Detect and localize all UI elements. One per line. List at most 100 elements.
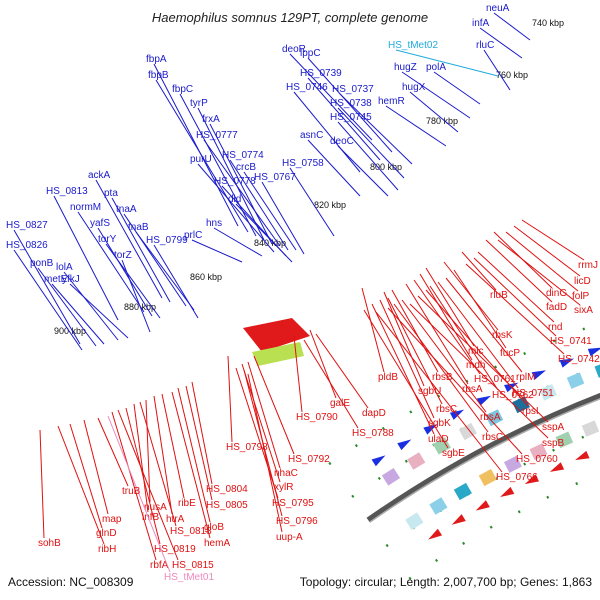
reverse-leader-line bbox=[445, 277, 523, 373]
reverse-gene-label: sgbK bbox=[428, 418, 451, 429]
forward-gene-block bbox=[432, 437, 451, 455]
reverse-gene-label: rplM bbox=[516, 372, 535, 383]
reverse-leader-line bbox=[401, 299, 487, 413]
reverse-leader-line bbox=[177, 387, 211, 523]
forward-gene-label: torY bbox=[98, 234, 117, 245]
forward-leader-line bbox=[337, 145, 389, 197]
kbp-tick-label: 860 kbp bbox=[190, 272, 222, 282]
forward-gene-label: lolA bbox=[56, 262, 73, 273]
reverse-gene-label: rbsC bbox=[482, 432, 503, 443]
reverse-leader-line bbox=[391, 289, 439, 373]
forward-strand-arrow bbox=[587, 347, 600, 357]
reverse-gene-block bbox=[429, 497, 448, 515]
reverse-gene-label: HS_0766 bbox=[496, 472, 538, 483]
forward-leader-line bbox=[51, 283, 105, 345]
forward-leader-line bbox=[63, 271, 119, 341]
forward-gene-label: tyrP bbox=[190, 98, 208, 109]
forward-leader-line bbox=[289, 167, 335, 237]
forward-leader-line bbox=[69, 283, 129, 339]
reverse-leader-line bbox=[521, 219, 585, 261]
reverse-gene-block bbox=[529, 443, 548, 461]
forward-leader-line bbox=[179, 93, 257, 237]
reverse-gene-label: HS_0804 bbox=[206, 484, 248, 495]
reverse-leader-line bbox=[303, 339, 359, 429]
reverse-gene-label: rrmJ bbox=[578, 260, 598, 271]
reverse-leader-line bbox=[417, 295, 549, 423]
forward-leader-line bbox=[153, 244, 199, 319]
forward-gene-label: yafS bbox=[90, 218, 110, 229]
reverse-gene-label: licD bbox=[574, 276, 591, 287]
reverse-gene-label: sohB bbox=[38, 538, 61, 549]
kbp-tick-label: 840 kbp bbox=[254, 238, 286, 248]
reverse-gene-label: gloB bbox=[204, 522, 224, 533]
forward-leader-line bbox=[235, 203, 293, 263]
reverse-gene-label: sgbE bbox=[442, 448, 465, 459]
reverse-gene-label: xylR bbox=[274, 482, 293, 493]
forward-strand-arrow bbox=[397, 439, 412, 451]
forward-leader-line bbox=[155, 79, 249, 233]
forward-strand-arrow bbox=[531, 370, 547, 380]
reverse-gene-label: HS_0796 bbox=[276, 516, 318, 527]
forward-gene-label: rluC bbox=[476, 40, 494, 51]
forward-leader-line bbox=[433, 71, 481, 105]
forward-leader-line bbox=[493, 12, 531, 41]
reverse-gene-label: HS_0741 bbox=[550, 336, 592, 347]
kbp-tick-label: 820 kbp bbox=[314, 200, 346, 210]
reverse-leader-line bbox=[171, 391, 211, 539]
reverse-leader-line bbox=[241, 363, 281, 483]
forward-leader-line bbox=[483, 49, 511, 91]
reverse-gene-label: HS_0819 bbox=[154, 544, 196, 555]
reverse-strand-arrow bbox=[428, 528, 443, 540]
reverse-leader-line bbox=[133, 403, 149, 513]
reverse-leader-line bbox=[419, 273, 473, 361]
reverse-leader-line bbox=[253, 355, 295, 455]
forward-leader-line bbox=[153, 63, 239, 227]
reverse-gene-label: HS_tMet01 bbox=[164, 572, 214, 583]
forward-leader-line bbox=[121, 259, 151, 333]
forward-gene-label: torZ bbox=[114, 250, 132, 261]
forward-gene-label: crcB bbox=[236, 162, 256, 173]
forward-leader-line bbox=[197, 163, 275, 253]
reverse-leader-line bbox=[309, 329, 337, 399]
reverse-leader-line bbox=[505, 231, 579, 292]
forward-gene-label: asnC bbox=[300, 130, 323, 141]
forward-strand-arrow bbox=[371, 455, 386, 467]
reverse-leader-line bbox=[247, 361, 281, 469]
reverse-gene-label: rbsK bbox=[492, 330, 513, 341]
forward-gene-label: HS_0738 bbox=[330, 98, 372, 109]
reverse-gene-label: sspA bbox=[542, 422, 565, 433]
reverse-leader-line bbox=[497, 239, 581, 306]
forward-leader-line bbox=[197, 107, 265, 241]
reverse-gene-label: hemA bbox=[204, 538, 230, 549]
forward-leader-line bbox=[409, 91, 459, 133]
reverse-gene-block bbox=[581, 420, 600, 437]
reverse-leader-line bbox=[191, 381, 213, 485]
forward-gene-block bbox=[485, 409, 504, 427]
reverse-gene-label: HS_0762 bbox=[492, 390, 534, 401]
forward-leader-line bbox=[337, 107, 405, 179]
forward-strand-arrow bbox=[423, 424, 438, 435]
reverse-leader-line bbox=[69, 423, 103, 529]
reverse-strand-arrow bbox=[451, 514, 466, 525]
reverse-gene-block bbox=[453, 482, 472, 501]
reverse-gene-label: ulaD bbox=[428, 434, 449, 445]
forward-gene-label: ackA bbox=[88, 170, 111, 181]
reverse-gene-large-block bbox=[252, 342, 304, 366]
forward-gene-label: HS_0799 bbox=[146, 235, 188, 246]
forward-leader-line bbox=[289, 53, 373, 141]
forward-leader-line bbox=[105, 243, 161, 319]
reverse-leader-line bbox=[227, 355, 233, 443]
reverse-leader-line bbox=[383, 291, 425, 387]
reverse-gene-label: htrA bbox=[166, 514, 185, 525]
reverse-gene-label: HS_0760 bbox=[516, 454, 558, 465]
reverse-gene-label: rbsC bbox=[436, 404, 457, 415]
reverse-strand-arrow bbox=[500, 486, 515, 498]
forward-gene-label: HS_0777 bbox=[196, 130, 238, 141]
reverse-gene-label: sixA bbox=[574, 305, 593, 316]
forward-gene-label: deoC bbox=[330, 136, 354, 147]
reverse-gene-label: rbfA bbox=[150, 560, 169, 571]
forward-gene-label: fbpC bbox=[172, 84, 193, 95]
reverse-gene-label: sgbU bbox=[418, 386, 441, 397]
forward-gene-label: neuA bbox=[486, 3, 510, 14]
forward-gene-label: purU bbox=[190, 154, 212, 165]
